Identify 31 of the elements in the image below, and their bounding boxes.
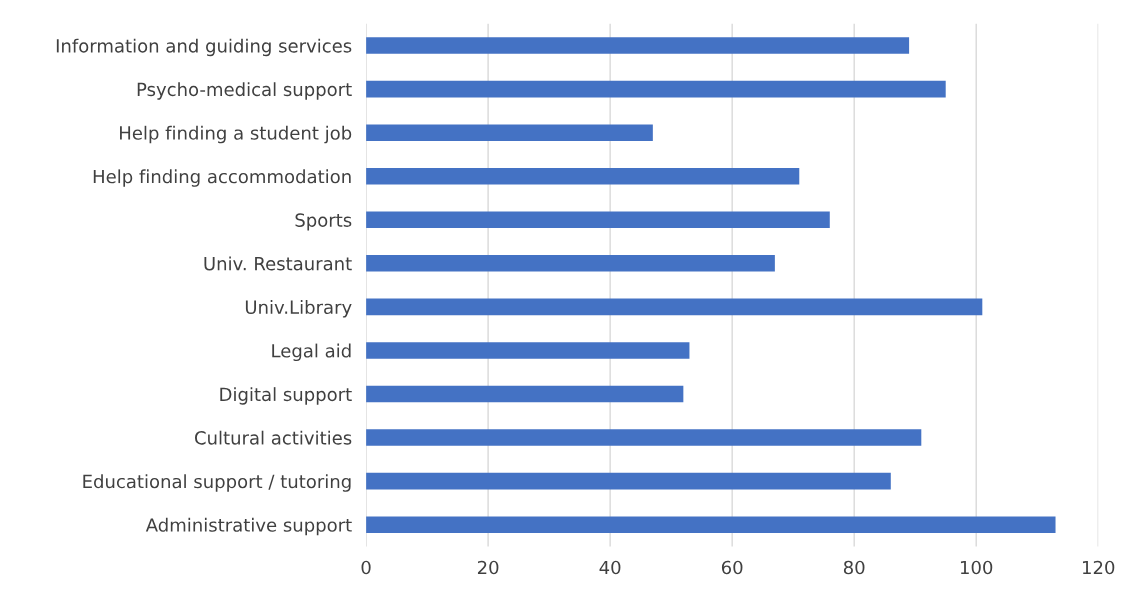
bar: [366, 167, 800, 185]
y-tick-label: Digital support: [220, 387, 352, 405]
bar: [366, 298, 983, 316]
bar: [366, 37, 910, 54]
x-tick-label: 60: [721, 560, 743, 575]
y-tick-label: Sports: [295, 213, 352, 231]
x-tick-label: 40: [599, 560, 621, 575]
bar: [366, 516, 1056, 533]
y-tick-label: Help finding accommodation: [93, 169, 351, 187]
y-tick-label: Administrative support: [145, 517, 352, 536]
x-tick-label: 120: [1082, 560, 1115, 575]
bar: [366, 124, 653, 141]
bar: [366, 385, 684, 403]
y-tick-label: Univ. Restaurant: [204, 256, 352, 271]
y-tick-label: Univ.Library: [245, 300, 352, 318]
bar: [366, 472, 891, 490]
y-tick-label: Help finding a student job: [120, 125, 352, 144]
y-tick-label: Legal aid: [272, 343, 351, 362]
bar: [366, 429, 922, 446]
y-tick-label: Information and guiding services: [56, 38, 352, 57]
bar: [366, 255, 775, 272]
x-tick-label: 20: [477, 560, 499, 575]
x-tick-label: 80: [843, 560, 865, 575]
y-tick-label: Educational support / tutoring: [83, 474, 351, 492]
bar: [366, 211, 830, 229]
x-tick-label: 100: [960, 560, 993, 575]
y-tick-label: Psycho-medical support: [137, 82, 352, 100]
bar: [366, 342, 690, 359]
y-tick-label: Cultural activities: [194, 430, 352, 445]
x-tick-label: 0: [361, 560, 371, 575]
bar: [366, 80, 946, 98]
